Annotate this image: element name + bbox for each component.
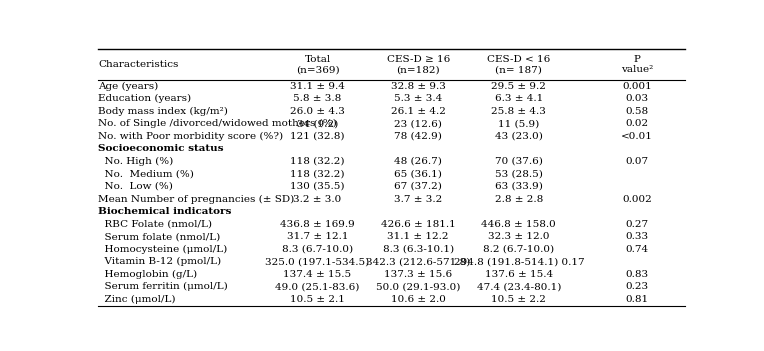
Text: 48 (26.7): 48 (26.7) bbox=[394, 157, 442, 166]
Text: 29.5 ± 9.2: 29.5 ± 9.2 bbox=[491, 82, 546, 91]
Text: Characteristics: Characteristics bbox=[99, 60, 179, 69]
Text: 0.27: 0.27 bbox=[626, 220, 649, 229]
Text: No. High (%): No. High (%) bbox=[99, 157, 173, 166]
Text: 32.3 ± 12.0: 32.3 ± 12.0 bbox=[488, 232, 549, 241]
Text: 0.74: 0.74 bbox=[626, 245, 649, 254]
Text: 436.8 ± 169.9: 436.8 ± 169.9 bbox=[280, 220, 355, 229]
Text: 446.8 ± 158.0: 446.8 ± 158.0 bbox=[481, 220, 556, 229]
Text: 2.8 ± 2.8: 2.8 ± 2.8 bbox=[495, 194, 543, 204]
Text: 3.7 ± 3.2: 3.7 ± 3.2 bbox=[394, 194, 442, 204]
Text: 5.8 ± 3.8: 5.8 ± 3.8 bbox=[293, 94, 342, 103]
Text: Serum ferritin (μmol/L): Serum ferritin (μmol/L) bbox=[99, 282, 228, 291]
Text: Vitamin B-12 (pmol/L): Vitamin B-12 (pmol/L) bbox=[99, 257, 222, 266]
Text: 26.0 ± 4.3: 26.0 ± 4.3 bbox=[290, 107, 345, 116]
Text: 118 (32.2): 118 (32.2) bbox=[290, 157, 345, 166]
Text: P
value²: P value² bbox=[621, 55, 653, 74]
Text: 25.8 ± 4.3: 25.8 ± 4.3 bbox=[491, 107, 546, 116]
Text: 31.1 ± 12.2: 31.1 ± 12.2 bbox=[387, 232, 449, 241]
Text: 31.1 ± 9.4: 31.1 ± 9.4 bbox=[290, 82, 345, 91]
Text: 426.6 ± 181.1: 426.6 ± 181.1 bbox=[380, 220, 455, 229]
Text: 23 (12.6): 23 (12.6) bbox=[394, 119, 442, 128]
Text: 67 (37.2): 67 (37.2) bbox=[394, 182, 442, 191]
Text: 130 (35.5): 130 (35.5) bbox=[290, 182, 345, 191]
Text: 0.83: 0.83 bbox=[626, 270, 649, 279]
Text: 0.33: 0.33 bbox=[626, 232, 649, 241]
Text: 0.002: 0.002 bbox=[623, 194, 652, 204]
Text: 65 (36.1): 65 (36.1) bbox=[394, 170, 442, 179]
Text: Total
(n=369): Total (n=369) bbox=[296, 55, 339, 74]
Text: 53 (28.5): 53 (28.5) bbox=[495, 170, 542, 179]
Text: 10.5 ± 2.2: 10.5 ± 2.2 bbox=[491, 295, 546, 304]
Text: 137.3 ± 15.6: 137.3 ± 15.6 bbox=[384, 270, 452, 279]
Text: Age (years): Age (years) bbox=[99, 82, 159, 91]
Text: 8.3 (6.3-10.1): 8.3 (6.3-10.1) bbox=[383, 245, 454, 254]
Text: 0.001: 0.001 bbox=[623, 82, 652, 91]
Text: 121 (32.8): 121 (32.8) bbox=[290, 132, 345, 141]
Text: 3.2 ± 3.0: 3.2 ± 3.0 bbox=[293, 194, 342, 204]
Text: 43 (23.0): 43 (23.0) bbox=[495, 132, 542, 141]
Text: 342.3 (212.6-571.8): 342.3 (212.6-571.8) bbox=[366, 257, 471, 266]
Text: 10.6 ± 2.0: 10.6 ± 2.0 bbox=[390, 295, 445, 304]
Text: 0.07: 0.07 bbox=[626, 157, 649, 166]
Text: 8.2 (6.7-10.0): 8.2 (6.7-10.0) bbox=[484, 245, 555, 254]
Text: No. with Poor morbidity score (%?): No. with Poor morbidity score (%?) bbox=[99, 132, 283, 141]
Text: 50.0 (29.1-93.0): 50.0 (29.1-93.0) bbox=[376, 282, 461, 291]
Text: Serum folate (nmol/L): Serum folate (nmol/L) bbox=[99, 232, 221, 241]
Text: 49.0 (25.1-83.6): 49.0 (25.1-83.6) bbox=[275, 282, 360, 291]
Text: 0.81: 0.81 bbox=[626, 295, 649, 304]
Text: 70 (37.6): 70 (37.6) bbox=[495, 157, 542, 166]
Text: 137.6 ± 15.4: 137.6 ± 15.4 bbox=[485, 270, 553, 279]
Text: <0.01: <0.01 bbox=[621, 132, 653, 141]
Text: Zinc (μmol/L): Zinc (μmol/L) bbox=[99, 295, 176, 304]
Text: Mean Number of pregnancies (± SD): Mean Number of pregnancies (± SD) bbox=[99, 194, 295, 204]
Text: 10.5 ± 2.1: 10.5 ± 2.1 bbox=[290, 295, 345, 304]
Text: 26.1 ± 4.2: 26.1 ± 4.2 bbox=[390, 107, 445, 116]
Text: No.  Medium (%): No. Medium (%) bbox=[99, 170, 194, 179]
Text: Body mass index (kg/m²): Body mass index (kg/m²) bbox=[99, 107, 228, 116]
Text: Education (years): Education (years) bbox=[99, 94, 192, 103]
Text: Hemoglobin (g/L): Hemoglobin (g/L) bbox=[99, 270, 198, 279]
Text: 6.3 ± 4.1: 6.3 ± 4.1 bbox=[495, 94, 543, 103]
Text: 325.0 (197.1-534.5): 325.0 (197.1-534.5) bbox=[265, 257, 370, 266]
Text: 5.3 ± 3.4: 5.3 ± 3.4 bbox=[394, 94, 442, 103]
Text: No. of Single /divorced/widowed mothers (%): No. of Single /divorced/widowed mothers … bbox=[99, 119, 337, 128]
Text: RBC Folate (nmol/L): RBC Folate (nmol/L) bbox=[99, 220, 212, 229]
Text: 47.4 (23.4-80.1): 47.4 (23.4-80.1) bbox=[477, 282, 561, 291]
Text: 8.3 (6.7-10.0): 8.3 (6.7-10.0) bbox=[282, 245, 353, 254]
Text: CES-D ≥ 16
(n=182): CES-D ≥ 16 (n=182) bbox=[387, 55, 450, 74]
Text: 137.4 ± 15.5: 137.4 ± 15.5 bbox=[283, 270, 351, 279]
Text: 78 (42.9): 78 (42.9) bbox=[394, 132, 442, 141]
Text: Homocysteine (μmol/L): Homocysteine (μmol/L) bbox=[99, 245, 228, 254]
Text: CES-D < 16
(n= 187): CES-D < 16 (n= 187) bbox=[487, 55, 551, 74]
Text: 11 (5.9): 11 (5.9) bbox=[498, 119, 539, 128]
Text: Biochemical indicators: Biochemical indicators bbox=[99, 207, 231, 216]
Text: 118 (32.2): 118 (32.2) bbox=[290, 170, 345, 179]
Text: 0.58: 0.58 bbox=[626, 107, 649, 116]
Text: Socioeconomic status: Socioeconomic status bbox=[99, 144, 224, 153]
Text: 294.8 (191.8-514.1) 0.17: 294.8 (191.8-514.1) 0.17 bbox=[454, 257, 584, 266]
Text: 31.7 ± 12.1: 31.7 ± 12.1 bbox=[286, 232, 348, 241]
Text: 32.8 ± 9.3: 32.8 ± 9.3 bbox=[390, 82, 445, 91]
Text: 0.23: 0.23 bbox=[626, 282, 649, 291]
Text: No.  Low (%): No. Low (%) bbox=[99, 182, 173, 191]
Text: 34 (9.2): 34 (9.2) bbox=[297, 119, 338, 128]
Text: 63 (33.9): 63 (33.9) bbox=[495, 182, 542, 191]
Text: 0.03: 0.03 bbox=[626, 94, 649, 103]
Text: 0.02: 0.02 bbox=[626, 119, 649, 128]
